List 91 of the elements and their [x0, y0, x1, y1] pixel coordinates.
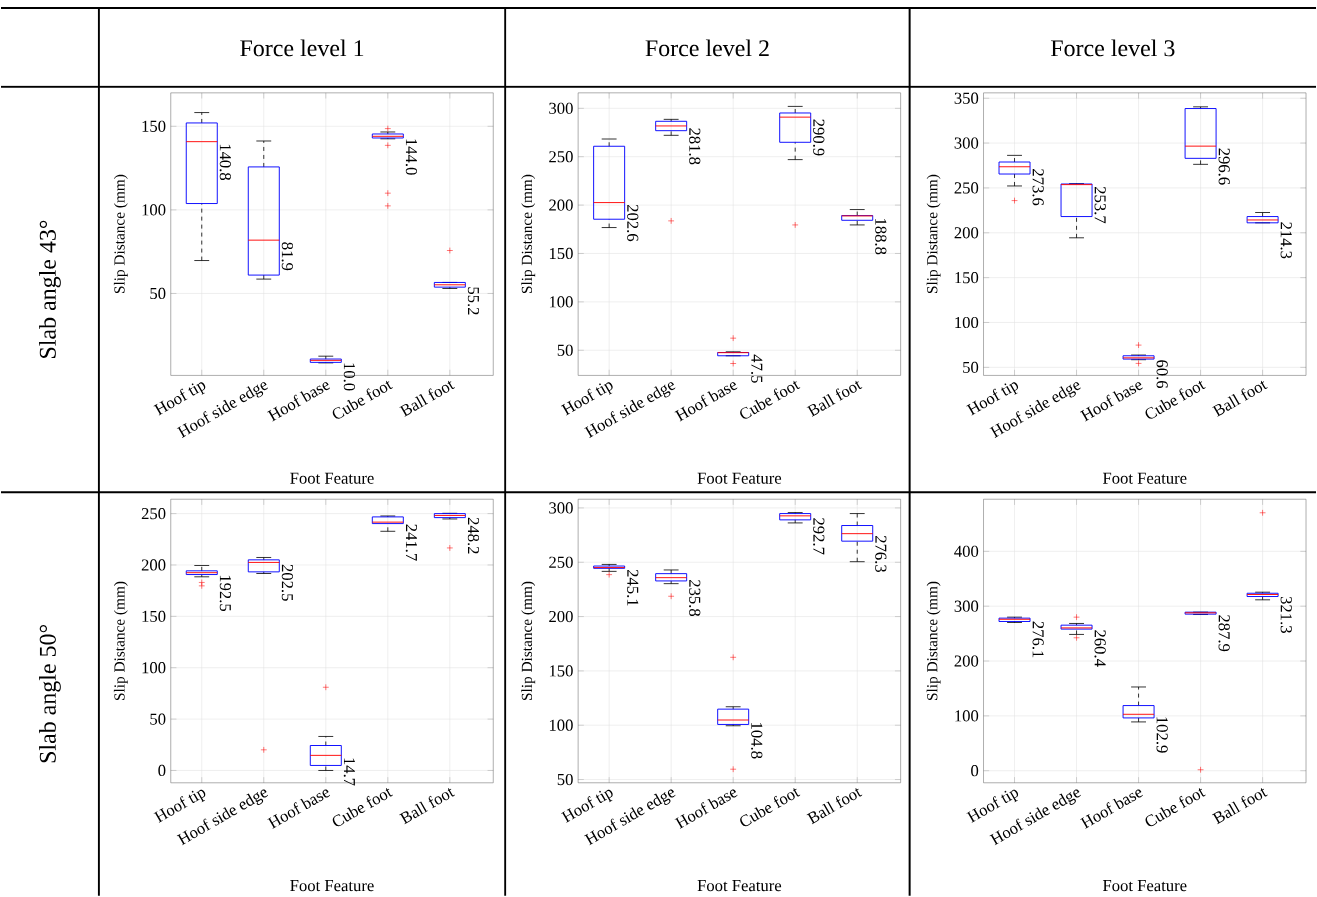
y-tick-label: 150: [955, 272, 979, 284]
x-tick-label: Ball foot: [806, 788, 863, 825]
x-tick-label: Ball foot: [806, 380, 863, 418]
annotation: 47.5: [751, 354, 763, 383]
annotation: 276.3: [875, 536, 887, 573]
y-tick-label: 0: [158, 765, 166, 777]
chart-title: Force level 3: [1050, 39, 1175, 57]
y-tick-label: 0: [971, 765, 979, 777]
y-tick-label: 100: [549, 296, 573, 308]
y-tick-label: 50: [150, 713, 166, 725]
annotation: 276.1: [1032, 621, 1044, 658]
y-tick-label: 150: [142, 120, 166, 133]
y-tick-label: 200: [549, 611, 573, 623]
x-tick-label: Ball foot: [1212, 380, 1268, 418]
y-tick-label: 300: [549, 502, 573, 514]
y-axis-title: Slip Distance (mm): [521, 581, 536, 701]
y-tick-label: 100: [955, 710, 979, 722]
y-tick-label: 250: [549, 151, 573, 163]
x-axis-title: Foot Feature: [697, 472, 782, 484]
y-tick-label: 50: [557, 774, 573, 786]
y-tick-label: 300: [954, 600, 979, 612]
annotation: 287.9: [1218, 615, 1230, 652]
x-tick-label: Hoof base: [267, 789, 331, 830]
x-tick-label: Cube foot: [1145, 788, 1206, 827]
x-axis-title: Foot Feature: [1102, 880, 1187, 892]
y-tick-label: 200: [141, 559, 166, 571]
chart-title: Force level 2: [645, 39, 769, 57]
annotation: 214.3: [1280, 222, 1292, 259]
x-tick-label: Ball foot: [1212, 788, 1268, 825]
y-axis-title: Slip Distance (mm): [926, 175, 941, 294]
y-tick-label: 400: [954, 545, 979, 558]
x-tick-label: Ball foot: [399, 788, 455, 825]
y-tick-label: 250: [549, 556, 573, 569]
annotation: 321.3: [1280, 597, 1292, 634]
x-axis-title: Foot Feature: [1102, 472, 1187, 484]
y-tick-label: 100: [955, 317, 979, 329]
y-tick-label: 250: [141, 508, 166, 520]
x-tick-label: Hoof base: [674, 382, 738, 422]
y-tick-label: 50: [963, 361, 979, 374]
x-axis-title: Foot Feature: [697, 880, 782, 892]
y-tick-label: 300: [549, 102, 573, 115]
text: Slab angle 50°: [39, 625, 61, 763]
annotation: 248.2: [467, 517, 480, 554]
annotation: 241.7: [405, 524, 418, 561]
annotation: 235.8: [689, 580, 701, 617]
y-tick-label: 100: [142, 662, 166, 674]
y-tick-label: 200: [954, 655, 979, 667]
annotation: 55.2: [467, 287, 480, 315]
y-tick-label: 200: [954, 227, 979, 239]
y-tick-label: 50: [150, 288, 166, 300]
y-tick-label: 100: [549, 719, 573, 732]
y-axis-title: Slip Distance (mm): [113, 581, 128, 701]
annotation: 144.0: [405, 139, 418, 175]
annotation: 102.9: [1156, 717, 1168, 753]
y-axis-title: Slip Distance (mm): [521, 175, 536, 294]
x-axis-title: Foot Feature: [290, 880, 374, 892]
y-tick-label: 250: [954, 182, 979, 194]
y-tick-label: 200: [549, 199, 573, 211]
x-tick-label: Cube foot: [332, 788, 393, 827]
x-tick-label: Ball foot: [399, 380, 455, 418]
annotation: 140.8: [219, 144, 231, 181]
annotation: 14.7: [343, 758, 355, 786]
chart-title: Force level 1: [240, 39, 364, 57]
annotation: 281.8: [689, 128, 701, 165]
y-tick-label: 50: [557, 344, 573, 357]
y-tick-label: 350: [954, 92, 979, 105]
annotation: 290.9: [813, 119, 825, 156]
text: Slab angle 43°: [39, 220, 61, 359]
annotation: 202.6: [627, 205, 639, 242]
annotation: 60.6: [1156, 360, 1168, 389]
annotation: 260.4: [1094, 630, 1106, 667]
annotation: 81.9: [281, 242, 293, 271]
y-axis-title: Slip Distance (mm): [113, 175, 128, 294]
annotation: 245.1: [627, 570, 639, 606]
annotation: 192.5: [219, 575, 231, 612]
annotation: 292.7: [813, 518, 825, 555]
annotation: 188.8: [875, 219, 887, 255]
x-axis-title: Foot Feature: [290, 472, 374, 484]
annotation: 104.8: [751, 723, 763, 759]
x-tick-label: Cube foot: [740, 788, 801, 827]
annotation: 273.6: [1032, 169, 1044, 206]
annotation: 10.0: [343, 363, 356, 391]
annotation: 296.6: [1218, 148, 1230, 185]
y-axis-title: Slip Distance (mm): [926, 581, 941, 701]
annotation: 202.5: [281, 564, 293, 601]
y-tick-label: 100: [142, 204, 166, 216]
annotation: 253.7: [1094, 187, 1106, 224]
y-tick-label: 150: [549, 248, 573, 260]
y-tick-label: 150: [142, 610, 166, 623]
y-tick-label: 150: [549, 665, 573, 677]
y-tick-label: 300: [954, 137, 979, 149]
